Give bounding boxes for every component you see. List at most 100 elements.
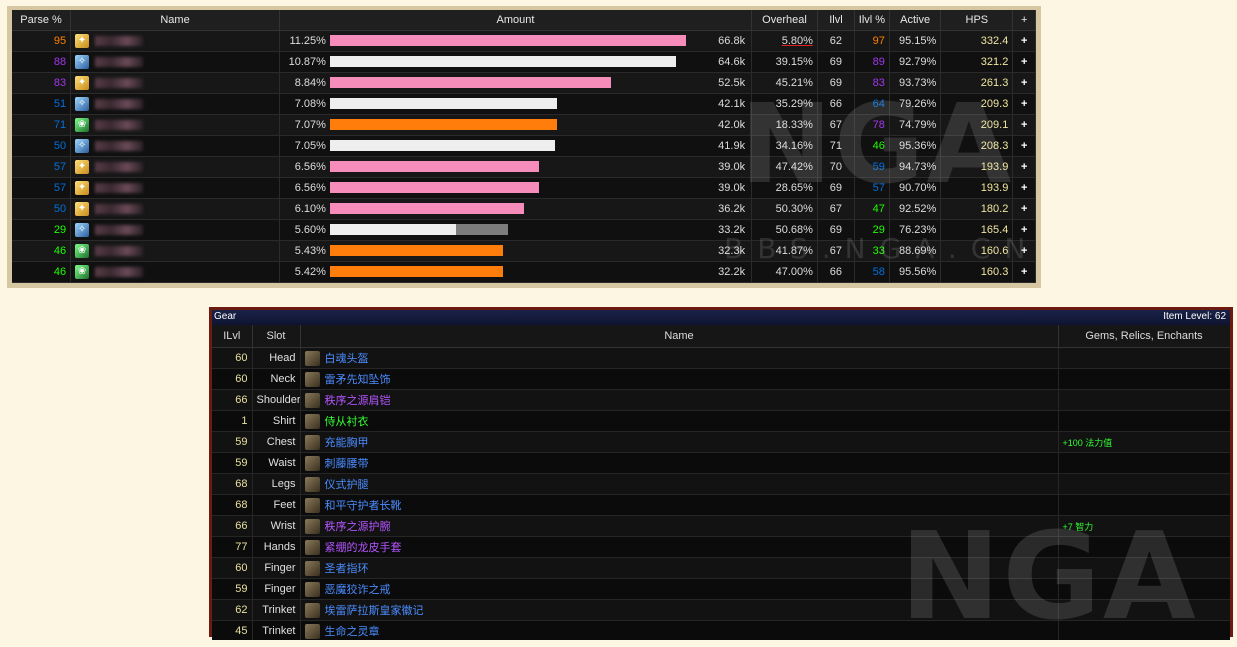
player-name-cell[interactable]: ✦: [70, 30, 280, 52]
ranking-row[interactable]: 50 ✦ 6.10% 36.2k 50.30% 67 47 92.52% 180.2 +: [12, 198, 1036, 220]
expand-row-button[interactable]: +: [1012, 177, 1036, 199]
col-overheal[interactable]: Overheal: [751, 10, 818, 31]
player-name-obscured[interactable]: [95, 204, 144, 214]
ranking-row[interactable]: 57 ✦ 6.56% 39.0k 47.42% 70 59 94.73% 193.9 +: [12, 156, 1036, 178]
gear-item-cell[interactable]: 雷矛先知坠饰: [300, 368, 1059, 390]
ranking-row[interactable]: 88 ✧ 10.87% 64.6k 39.15% 69 89 92.79% 321.2 +: [12, 51, 1036, 73]
amount-cell: 7.05% 41.9k: [279, 135, 753, 157]
ranking-row[interactable]: 46 ❀ 5.43% 32.3k 41.87% 67 33 88.69% 160.6 +: [12, 240, 1036, 262]
player-name-obscured[interactable]: [95, 246, 144, 256]
gear-row: 68 Feet 和平守护者长靴: [212, 494, 1230, 516]
col-amount[interactable]: Amount: [279, 10, 753, 31]
gear-item-cell[interactable]: 生命之灵章: [300, 620, 1059, 640]
col-name[interactable]: Name: [70, 10, 280, 31]
player-name-cell[interactable]: ✦: [70, 198, 280, 220]
ranking-row[interactable]: 46 ❀ 5.42% 32.2k 47.00% 66 58 95.56% 160.3 +: [12, 261, 1036, 283]
player-name-cell[interactable]: ❀: [70, 114, 280, 136]
gear-ilvl: 45: [212, 620, 253, 640]
player-name-cell[interactable]: ❀: [70, 261, 280, 283]
col-add[interactable]: +: [1012, 10, 1036, 31]
expand-row-button[interactable]: +: [1012, 51, 1036, 73]
gear-item-name[interactable]: 侍从衬衣: [324, 415, 369, 428]
item-icon: [304, 540, 320, 556]
player-name-obscured[interactable]: [95, 225, 144, 235]
gear-item-name[interactable]: 仪式护腿: [324, 478, 369, 491]
gear-item-cell[interactable]: 秩序之源护腕: [300, 515, 1059, 537]
gear-item-name[interactable]: 恶魔狡诈之戒: [324, 583, 391, 596]
gear-item-cell[interactable]: 恶魔狡诈之戒: [300, 578, 1059, 600]
col-hps[interactable]: HPS: [940, 10, 1014, 31]
gear-item-name[interactable]: 埃雷萨拉斯皇家徽记: [324, 604, 424, 617]
gear-slot: Feet: [252, 494, 301, 516]
expand-row-button[interactable]: +: [1012, 114, 1036, 136]
gear-item-name[interactable]: 秩序之源肩铠: [324, 394, 391, 407]
expand-row-button[interactable]: +: [1012, 219, 1036, 241]
amount-value: 42.0k: [718, 119, 746, 131]
player-name-cell[interactable]: ✧: [70, 93, 280, 115]
gear-item-name[interactable]: 紧绷的龙皮手套: [324, 541, 402, 554]
amount-bar: [329, 98, 690, 109]
gear-col-slot: Slot: [252, 325, 301, 348]
player-name-obscured[interactable]: [95, 183, 144, 193]
ranking-row[interactable]: 29 ✧ 5.60% 33.2k 50.68% 69 29 76.23% 165.4 +: [12, 219, 1036, 241]
player-name-obscured[interactable]: [95, 120, 144, 130]
expand-row-button[interactable]: +: [1012, 261, 1036, 283]
gear-item-name[interactable]: 白魂头盔: [324, 352, 369, 365]
player-name-cell[interactable]: ❀: [70, 240, 280, 262]
expand-row-button[interactable]: +: [1012, 240, 1036, 262]
gear-item-cell[interactable]: 侍从衬衣: [300, 410, 1059, 432]
ranking-row[interactable]: 50 ✧ 7.05% 41.9k 34.16% 71 46 95.36% 208.3 +: [12, 135, 1036, 157]
gear-item-name[interactable]: 圣者指环: [324, 562, 369, 575]
player-name-cell[interactable]: ✦: [70, 156, 280, 178]
gear-col-enchants: Gems, Relics, Enchants: [1058, 325, 1230, 348]
player-name-obscured[interactable]: [95, 78, 144, 88]
col-parse[interactable]: Parse %: [12, 10, 72, 31]
gear-slot: Finger: [252, 578, 301, 600]
ranking-row[interactable]: 57 ✦ 6.56% 39.0k 28.65% 69 57 90.70% 193.9 +: [12, 177, 1036, 199]
amount-bar-fill: [329, 77, 611, 88]
player-name-obscured[interactable]: [95, 36, 144, 46]
overheal-value: 41.87%: [751, 240, 818, 262]
ilvl-value: 62: [817, 30, 855, 52]
gear-item-cell[interactable]: 圣者指环: [300, 557, 1059, 579]
expand-row-button[interactable]: +: [1012, 156, 1036, 178]
expand-row-button[interactable]: +: [1012, 72, 1036, 94]
player-name-obscured[interactable]: [95, 57, 144, 67]
ranking-row[interactable]: 83 ✦ 8.84% 52.5k 45.21% 69 83 93.73% 261.3 +: [12, 72, 1036, 94]
col-active[interactable]: Active: [889, 10, 942, 31]
expand-row-button[interactable]: +: [1012, 135, 1036, 157]
gear-item-name[interactable]: 生命之灵章: [324, 625, 380, 638]
player-name-cell[interactable]: ✦: [70, 72, 280, 94]
gear-item-name[interactable]: 雷矛先知坠饰: [324, 373, 391, 386]
gear-item-cell[interactable]: 紧绷的龙皮手套: [300, 536, 1059, 558]
col-ilvl[interactable]: Ilvl: [817, 10, 855, 31]
gear-item-name[interactable]: 秩序之源护腕: [324, 520, 391, 533]
expand-row-button[interactable]: +: [1012, 30, 1036, 52]
ranking-row[interactable]: 95 ✦ 11.25% 66.8k 5.80% 62 97 95.15% 332.4 +: [12, 30, 1036, 52]
col-ilvl-pct[interactable]: Ilvl %: [854, 10, 890, 31]
gear-item-cell[interactable]: 刺藤腰带: [300, 452, 1059, 474]
player-name-cell[interactable]: ✦: [70, 177, 280, 199]
gear-item-cell[interactable]: 充能胸甲: [300, 431, 1059, 453]
ranking-row[interactable]: 51 ✧ 7.08% 42.1k 35.29% 66 64 79.26% 209.3 +: [12, 93, 1036, 115]
gear-item-cell[interactable]: 白魂头盔: [300, 347, 1059, 369]
gear-item-cell[interactable]: 和平守护者长靴: [300, 494, 1059, 516]
player-name-obscured[interactable]: [95, 141, 144, 151]
hps-value: 209.3: [940, 93, 1014, 115]
player-name-obscured[interactable]: [95, 267, 144, 277]
gear-item-name[interactable]: 充能胸甲: [324, 436, 369, 449]
player-name-obscured[interactable]: [95, 99, 144, 109]
player-name-cell[interactable]: ✧: [70, 219, 280, 241]
player-name-cell[interactable]: ✧: [70, 135, 280, 157]
gear-item-cell[interactable]: 仪式护腿: [300, 473, 1059, 495]
player-name-cell[interactable]: ✧: [70, 51, 280, 73]
item-icon: [304, 624, 320, 640]
gear-item-name[interactable]: 和平守护者长靴: [324, 499, 402, 512]
ranking-row[interactable]: 71 ❀ 7.07% 42.0k 18.33% 67 78 74.79% 209.1 +: [12, 114, 1036, 136]
expand-row-button[interactable]: +: [1012, 93, 1036, 115]
gear-item-cell[interactable]: 秩序之源肩铠: [300, 389, 1059, 411]
gear-item-name[interactable]: 刺藤腰带: [324, 457, 369, 470]
gear-item-cell[interactable]: 埃雷萨拉斯皇家徽记: [300, 599, 1059, 621]
expand-row-button[interactable]: +: [1012, 198, 1036, 220]
player-name-obscured[interactable]: [95, 162, 144, 172]
